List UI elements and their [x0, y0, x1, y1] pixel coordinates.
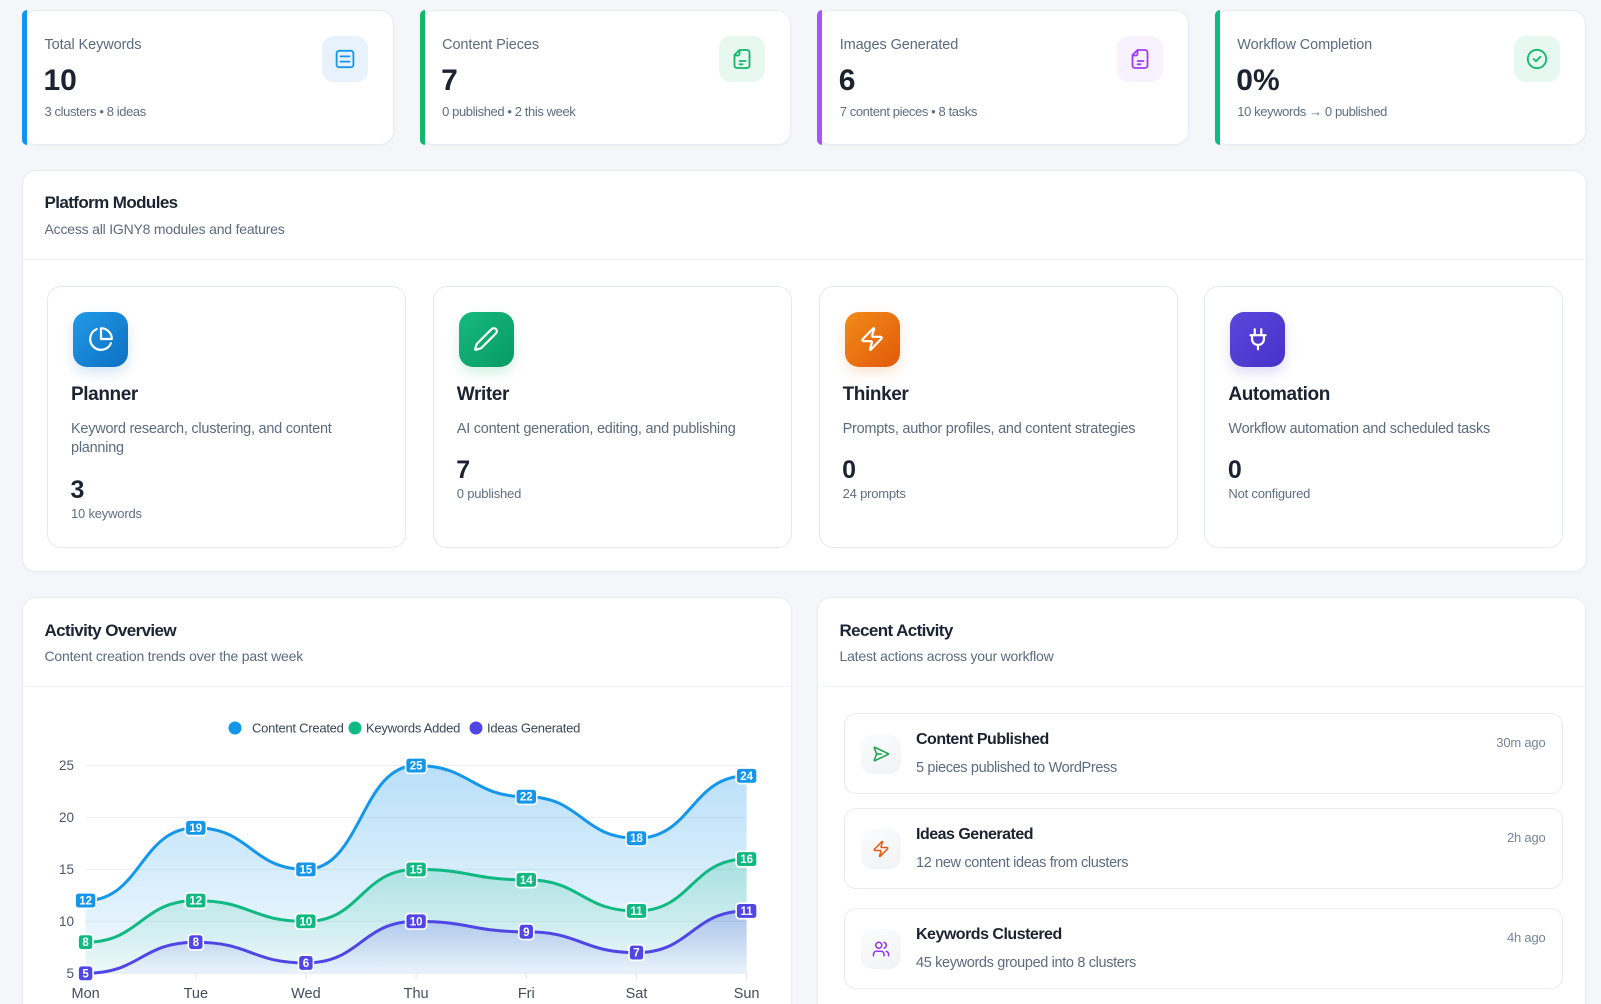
svg-text:Wed: Wed — [291, 986, 321, 1002]
svg-text:15: 15 — [300, 864, 313, 876]
svg-text:10: 10 — [59, 914, 74, 929]
svg-text:Tue: Tue — [184, 986, 208, 1002]
svg-text:5: 5 — [66, 966, 74, 981]
svg-text:14: 14 — [520, 875, 533, 887]
svg-text:10: 10 — [300, 916, 313, 928]
svg-text:Sun: Sun — [734, 986, 760, 1002]
svg-text:Ideas Generated: Ideas Generated — [487, 721, 580, 736]
svg-text:25: 25 — [410, 761, 423, 773]
svg-text:10: 10 — [410, 916, 423, 928]
svg-text:Content Created: Content Created — [252, 721, 344, 736]
svg-text:19: 19 — [189, 823, 202, 835]
svg-text:Thu: Thu — [404, 986, 429, 1002]
svg-text:Mon: Mon — [71, 986, 99, 1002]
svg-text:Sat: Sat — [626, 986, 648, 1002]
svg-text:Keywords Added: Keywords Added — [366, 721, 460, 736]
svg-text:20: 20 — [59, 810, 74, 825]
svg-text:12: 12 — [189, 896, 202, 908]
svg-text:9: 9 — [523, 927, 529, 939]
svg-text:16: 16 — [740, 854, 753, 866]
svg-text:18: 18 — [630, 833, 643, 845]
svg-text:25: 25 — [59, 758, 74, 773]
svg-text:11: 11 — [630, 906, 643, 918]
svg-text:7: 7 — [633, 948, 639, 960]
svg-text:6: 6 — [303, 958, 309, 970]
svg-text:22: 22 — [520, 792, 533, 804]
svg-text:12: 12 — [79, 896, 92, 908]
svg-text:5: 5 — [82, 968, 89, 980]
svg-text:Fri: Fri — [518, 986, 535, 1002]
svg-text:8: 8 — [82, 937, 89, 949]
svg-text:15: 15 — [59, 862, 74, 877]
svg-text:8: 8 — [193, 937, 200, 949]
svg-text:24: 24 — [740, 771, 753, 783]
svg-text:11: 11 — [741, 906, 754, 918]
svg-text:15: 15 — [410, 864, 423, 876]
